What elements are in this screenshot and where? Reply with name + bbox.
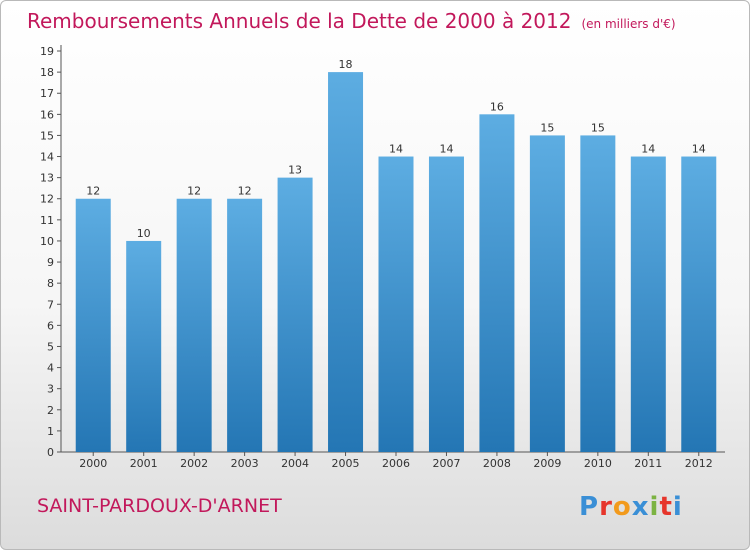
y-tick-label: 19 [40, 45, 54, 58]
chart-title-main: Remboursements Annuels de la Dette de 20… [27, 9, 572, 33]
bar-value-label: 12 [86, 185, 100, 198]
y-tick-label: 8 [47, 277, 54, 290]
bar-value-label: 16 [490, 100, 504, 113]
y-tick-label: 6 [47, 319, 54, 332]
y-tick-label: 10 [40, 235, 54, 248]
bar-value-label: 15 [540, 121, 554, 134]
y-tick-label: 0 [47, 446, 54, 459]
x-tick-label: 2006 [382, 457, 410, 470]
bar-value-label: 12 [187, 185, 201, 198]
bar-value-label: 14 [439, 143, 453, 156]
bar-value-label: 14 [641, 143, 655, 156]
bar-2001 [126, 240, 162, 452]
bar-2006 [378, 156, 414, 453]
x-tick-label: 2010 [584, 457, 612, 470]
bar-2009 [529, 135, 565, 452]
bar-value-label: 14 [692, 143, 706, 156]
bar-value-label: 12 [238, 185, 252, 198]
bar-2007 [428, 156, 464, 453]
bar-value-label: 18 [339, 58, 353, 71]
bar-2002 [176, 198, 212, 452]
bar-value-label: 14 [389, 143, 403, 156]
x-tick-label: 2004 [281, 457, 309, 470]
chart-title: Remboursements Annuels de la Dette de 20… [27, 9, 676, 33]
logo-letter: t [659, 492, 673, 522]
bar-value-label: 13 [288, 164, 302, 177]
logo-letter: r [599, 492, 613, 522]
chart-unit-note: (en milliers d'€) [581, 17, 676, 31]
y-tick-label: 7 [47, 298, 54, 311]
y-tick-label: 13 [40, 172, 54, 185]
logo-letter: x [631, 492, 650, 522]
y-tick-label: 4 [47, 362, 54, 375]
y-tick-label: 1 [47, 425, 54, 438]
bar-value-label: 10 [137, 227, 151, 240]
logo-letter: o [612, 492, 632, 522]
x-tick-label: 2001 [130, 457, 158, 470]
x-tick-label: 2005 [332, 457, 360, 470]
bar-2003 [227, 198, 263, 452]
x-tick-label: 2002 [180, 457, 208, 470]
y-tick-label: 3 [47, 383, 54, 396]
x-tick-label: 2000 [79, 457, 107, 470]
x-tick-label: 2003 [231, 457, 259, 470]
y-tick-label: 12 [40, 193, 54, 206]
x-tick-label: 2012 [685, 457, 713, 470]
y-tick-label: 15 [40, 129, 54, 142]
chart-bars: 12 10 12 12 13 18 14 14 16 15 15 14 14 [75, 58, 717, 453]
x-tick-label: 2011 [634, 457, 662, 470]
bar-2000 [75, 198, 111, 452]
y-tick-label: 11 [40, 214, 54, 227]
bar-2010 [580, 135, 616, 452]
x-tick-label: 2007 [432, 457, 460, 470]
y-tick-label: 9 [47, 256, 54, 269]
bar-2012 [681, 156, 717, 453]
bar-value-label: 15 [591, 121, 605, 134]
bar-2011 [630, 156, 666, 453]
bar-2008 [479, 114, 515, 452]
logo-letter: P [579, 492, 600, 522]
y-tick-label: 16 [40, 108, 54, 121]
bar-2005 [328, 72, 364, 453]
y-tick-label: 5 [47, 340, 54, 353]
y-tick-label: 2 [47, 404, 54, 417]
x-tick-label: 2009 [533, 457, 561, 470]
logo-letter: i [672, 492, 683, 522]
proxiti-logo: Proxiti [579, 492, 683, 522]
bar-2004 [277, 177, 313, 452]
y-tick-label: 14 [40, 151, 54, 164]
commune-name: SAINT-PARDOUX-D'ARNET [37, 495, 282, 517]
x-tick-label: 2008 [483, 457, 511, 470]
logo-letter: i [649, 492, 660, 522]
y-tick-label: 17 [40, 87, 54, 100]
y-tick-label: 18 [40, 66, 54, 79]
